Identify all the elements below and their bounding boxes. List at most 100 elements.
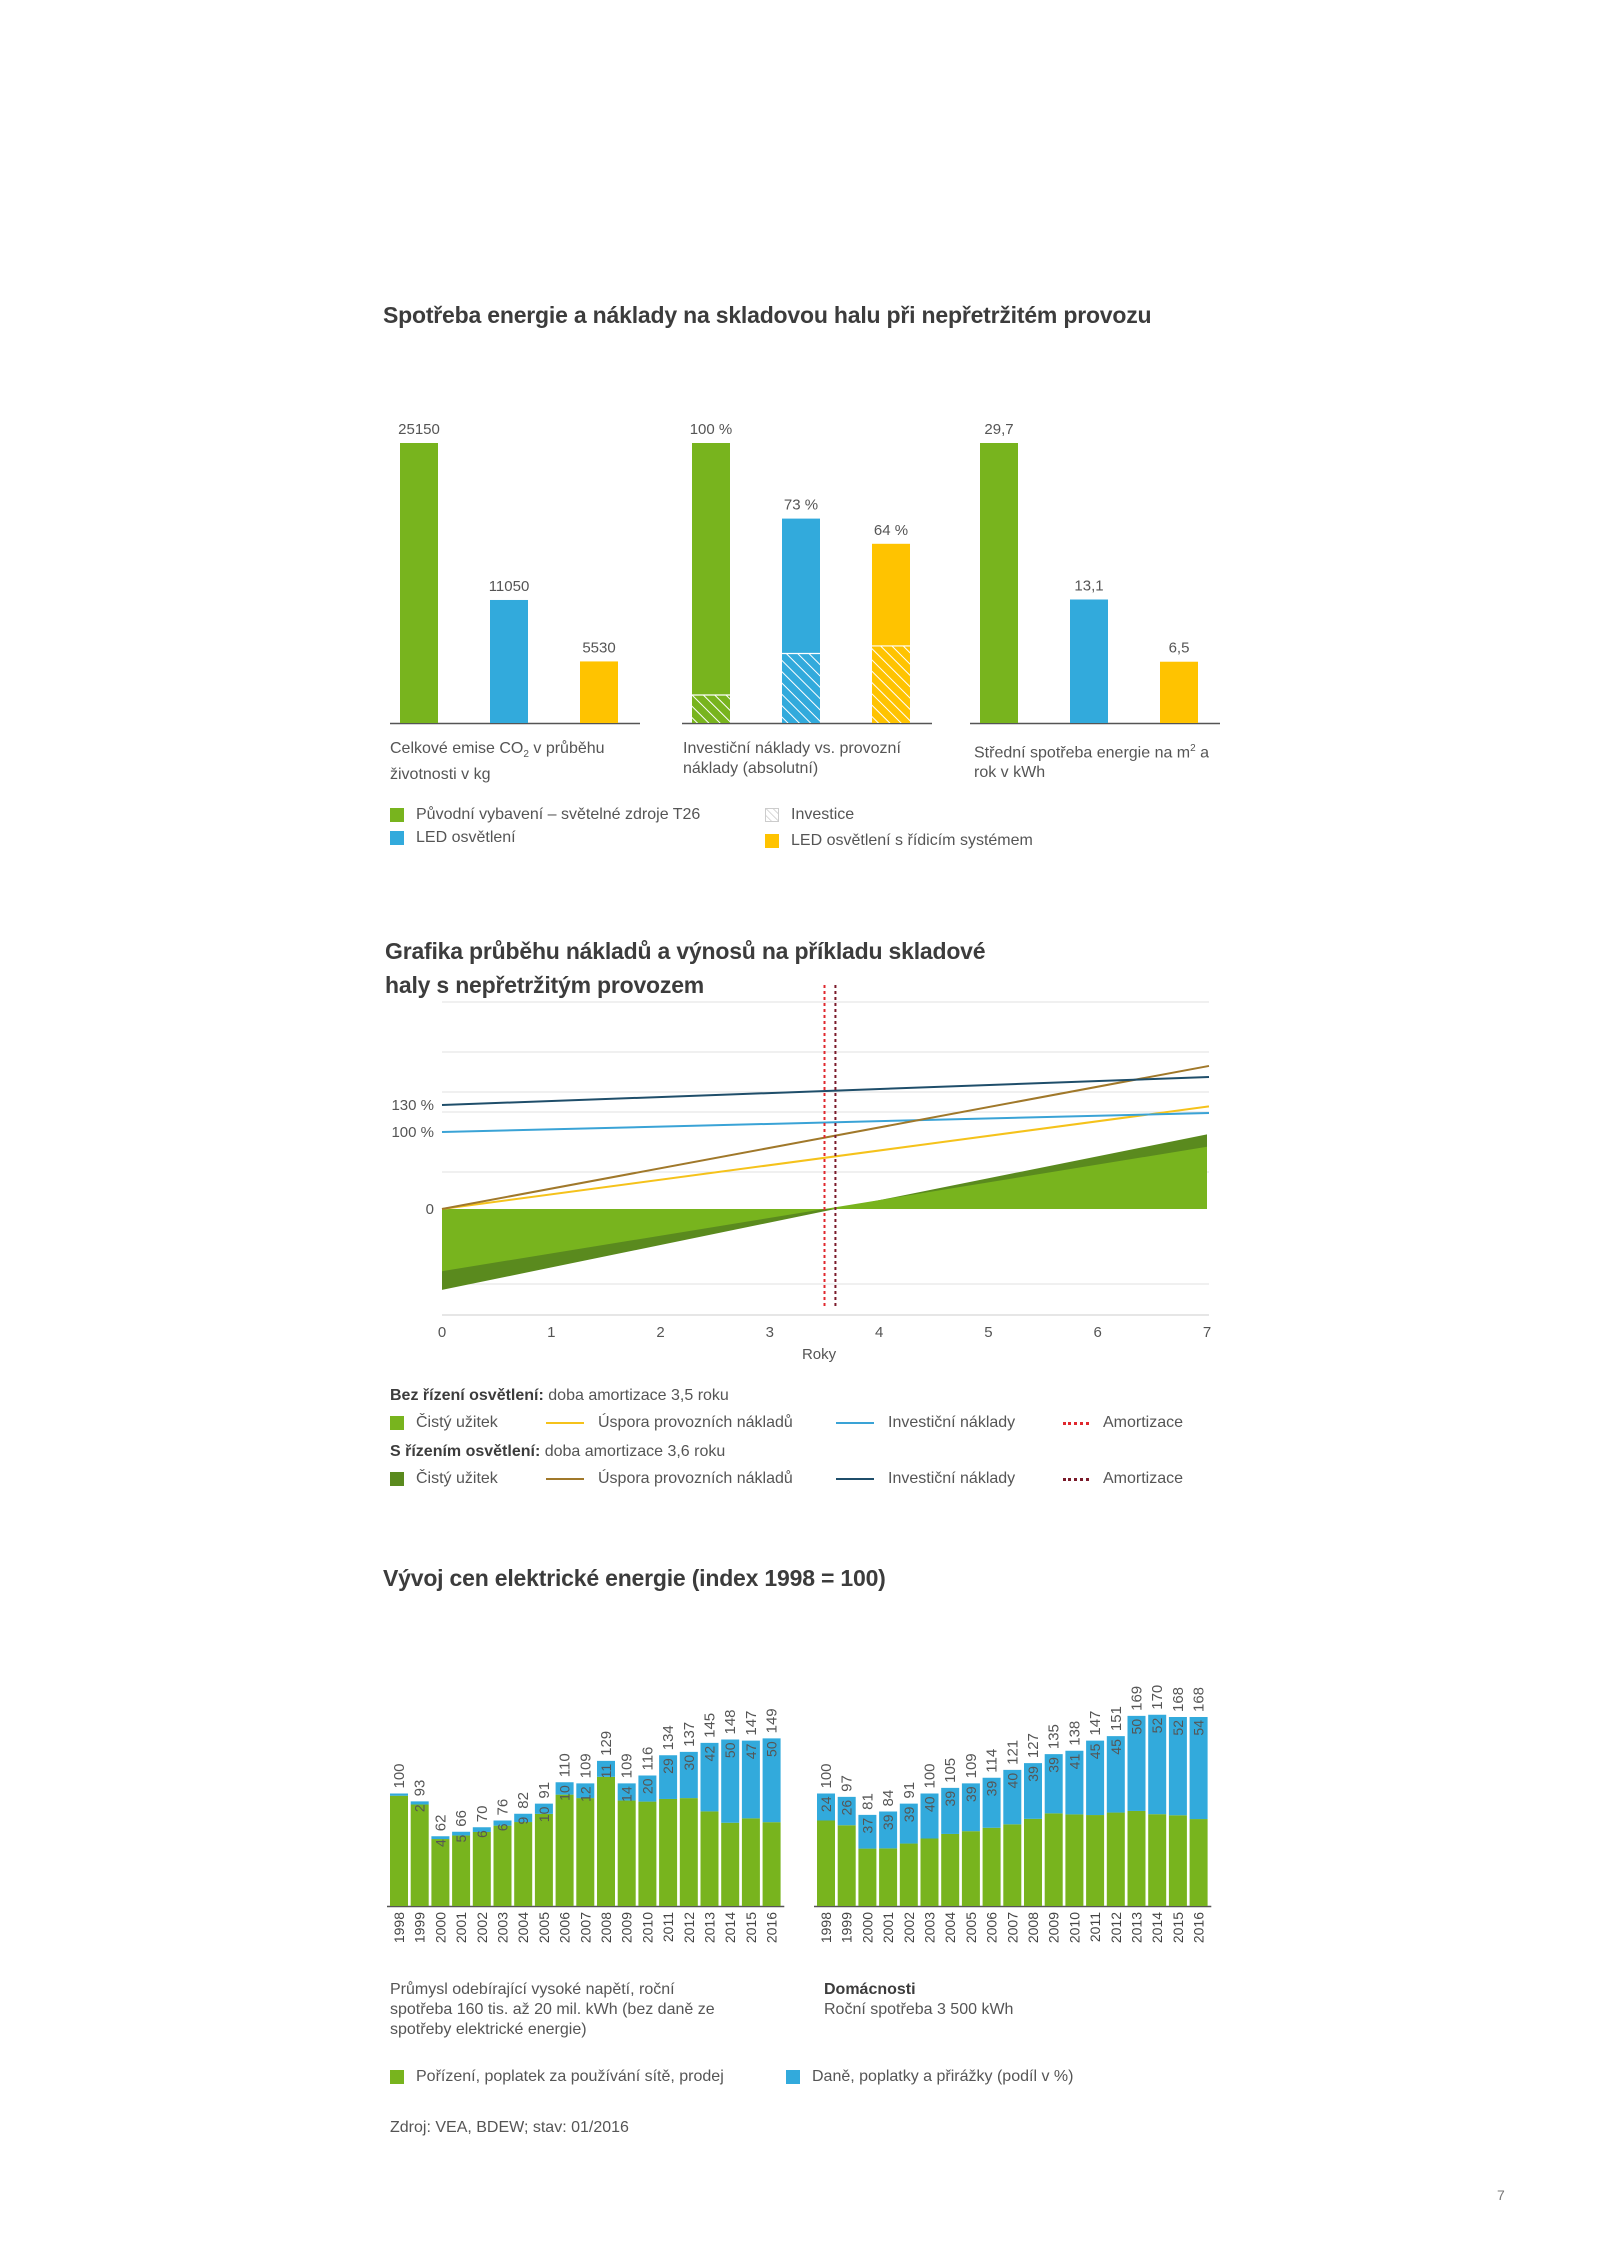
total-label-households-2013: 169 [1129, 1686, 1146, 1711]
total-label-households-2011: 147 [1087, 1711, 1104, 1736]
yellow-square-icon [765, 834, 779, 848]
bar-industry-green-2013 [700, 1811, 719, 1906]
total-label-households-2009: 135 [1046, 1724, 1063, 1749]
legend2-amortization-2: Amortizace [1063, 1470, 1183, 1488]
tax-label-households-2015: 52 [1170, 1720, 1186, 1736]
year-label-industry-2006: 2006 [557, 1912, 573, 1943]
year-label-households-2012: 2012 [1108, 1912, 1124, 1943]
navy-line-icon [836, 1478, 874, 1480]
tax-label-households-2016: 54 [1191, 1720, 1207, 1736]
bar-households-tax-2006 [982, 1777, 1001, 1828]
bar-households-tax-2012 [1106, 1736, 1125, 1813]
hatched-square-icon [765, 808, 779, 822]
x-tick-label-6: 6 [1094, 1324, 1102, 1341]
legend2-net-benefit-1: Čistý užitek [390, 1414, 498, 1432]
bar-households-tax-2002 [899, 1803, 918, 1844]
tax-label-households-2000: 37 [859, 1818, 875, 1834]
bar-industry-tax-2014 [721, 1739, 740, 1823]
bar-industry-green-2009 [617, 1800, 636, 1906]
bar-households-tax-2009 [1044, 1754, 1063, 1814]
year-label-households-2005: 2005 [963, 1912, 979, 1943]
bar-households-green-2015 [1168, 1815, 1187, 1906]
total-label-households-2006: 114 [984, 1749, 1001, 1773]
bar-households-green-2001 [879, 1848, 898, 1906]
bar-households-green-2016 [1189, 1819, 1208, 1906]
total-label-households-2002: 91 [901, 1782, 918, 1799]
tax-label-industry-2005: 10 [536, 1806, 552, 1822]
bar-industry-green-2016 [762, 1822, 781, 1906]
source-note: Zdroj: VEA, BDEW; stav: 01/2016 [390, 2119, 629, 2136]
year-label-industry-2005: 2005 [536, 1912, 552, 1943]
year-label-industry-2009: 2009 [619, 1912, 635, 1943]
tax-label-industry-2009: 14 [619, 1786, 635, 1802]
tax-label-industry-2001: 5 [453, 1835, 469, 1843]
series-line-0 [441, 1105, 1210, 1210]
bar-industry-green-1998 [390, 1795, 408, 1906]
bar-industry-green-2015 [741, 1818, 760, 1906]
data-label-costs-0: 100 % [690, 421, 733, 438]
year-label-households-1999: 1999 [839, 1912, 855, 1943]
blue-square-icon [786, 2070, 800, 2084]
bar-industry-green-2001 [452, 1835, 471, 1906]
green-square-icon [390, 808, 404, 822]
bar-households-green-1998 [817, 1820, 835, 1906]
bar-households-tax-2007 [1003, 1769, 1022, 1825]
tax-label-households-2011: 45 [1087, 1743, 1103, 1759]
tax-label-households-1998: 24 [818, 1796, 834, 1812]
year-label-industry-2014: 2014 [722, 1912, 738, 1943]
bar-investment-1 [782, 653, 820, 723]
data-label-energy-1: 13,1 [1074, 577, 1103, 594]
bar-charts-top: 25150 11050 5530 100 % 73 % 64 % 29,7 13,1 6,5 [390, 421, 1220, 725]
tax-label-households-2012: 45 [1108, 1739, 1124, 1755]
bar-industry-tax-2006 [555, 1782, 574, 1795]
total-label-industry-2012: 137 [681, 1722, 698, 1747]
bar-industry-tax-2002 [472, 1827, 491, 1832]
bar-industry-green-2000 [431, 1839, 450, 1906]
bar-energy-1 [1070, 599, 1108, 723]
tax-label-households-2007: 40 [1004, 1773, 1020, 1789]
year-label-industry-2004: 2004 [515, 1912, 531, 1943]
yellow-line-icon [546, 1422, 584, 1424]
legend2-heading-1: Bez řízení osvětlení: doba amortizace 3,… [390, 1387, 729, 1404]
total-label-households-1998: 100 [818, 1763, 835, 1788]
bar-industry-green-2014 [721, 1822, 740, 1906]
total-label-industry-2005: 91 [536, 1782, 553, 1799]
year-label-industry-2001: 2001 [453, 1912, 469, 1943]
x-tick-label-7: 7 [1203, 1324, 1211, 1341]
caption-co2: Celkové emise CO2 v průběhu životnosti v… [390, 740, 605, 784]
bar-industry-tax-2010 [638, 1775, 657, 1802]
year-label-industry-2000: 2000 [432, 1912, 448, 1943]
year-label-households-2006: 2006 [984, 1912, 1000, 1943]
tax-label-households-2001: 39 [880, 1814, 896, 1830]
year-label-households-2013: 2013 [1129, 1912, 1145, 1943]
bar-households-green-2012 [1106, 1812, 1125, 1906]
bar-households-tax-2015 [1168, 1717, 1187, 1816]
bar-co2-0 [400, 443, 438, 723]
red-dotted-line-icon [1063, 1421, 1089, 1425]
year-label-industry-2002: 2002 [474, 1912, 490, 1943]
total-label-households-2016: 168 [1191, 1687, 1208, 1712]
bar-households-tax-1998 [817, 1793, 835, 1821]
bar-households-green-1999 [837, 1825, 856, 1906]
tax-label-industry-2004: 9 [515, 1817, 531, 1825]
bar-industry-tax-2013 [700, 1742, 719, 1812]
total-label-industry-2003: 76 [495, 1799, 512, 1816]
tax-label-households-2014: 52 [1149, 1718, 1165, 1734]
tax-label-households-2008: 39 [1025, 1766, 1041, 1782]
year-label-households-2004: 2004 [942, 1912, 958, 1943]
bar-households-green-2006 [982, 1827, 1001, 1906]
year-label-households-2008: 2008 [1025, 1912, 1041, 1943]
legend2-savings-1: Úspora provozních nákladů [546, 1414, 793, 1432]
bar-energy-0 [980, 443, 1018, 723]
green-square-icon [390, 2070, 404, 2084]
bar-households-tax-2003 [920, 1793, 939, 1839]
legend-item-investment: Investice [765, 806, 854, 824]
section1-title: Spotřeba energie a náklady na skladovou … [383, 302, 1152, 328]
bar-households-green-2005 [961, 1831, 980, 1906]
bar-households-green-2002 [899, 1843, 918, 1906]
y-tick-label-0: 0 [426, 1201, 434, 1218]
bar-co2-2 [580, 661, 618, 723]
year-label-industry-2008: 2008 [598, 1912, 614, 1943]
total-label-households-2001: 84 [880, 1790, 897, 1807]
bar-households-green-2009 [1044, 1813, 1063, 1906]
